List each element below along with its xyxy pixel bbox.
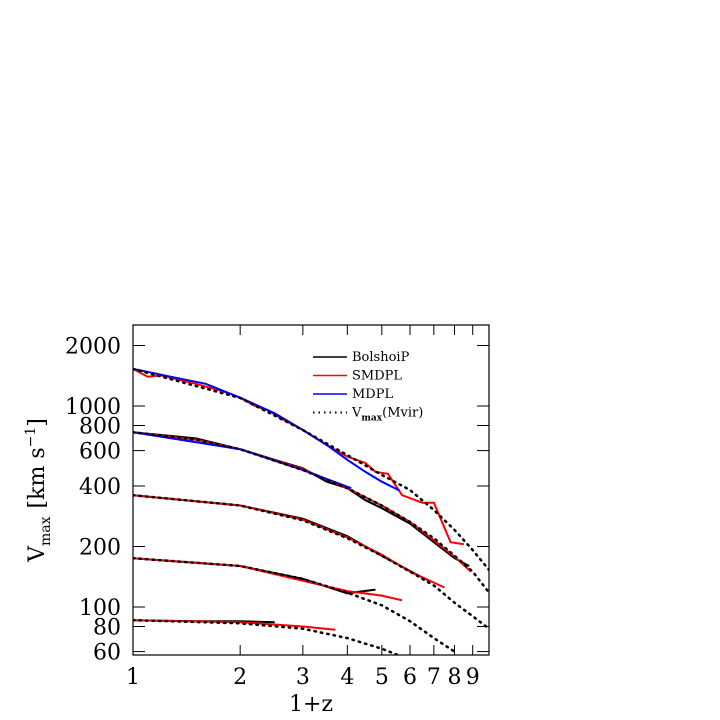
y-tick-label: 400: [79, 475, 121, 500]
series-line: [133, 557, 403, 602]
legend-label: BolshoiP: [352, 350, 410, 365]
x-tick-label: 8: [448, 665, 462, 690]
x-tick-label: 3: [296, 665, 310, 690]
series-line: [133, 367, 489, 572]
y-tick-label: 60: [93, 641, 121, 666]
legend-rest: (Mvir): [382, 406, 423, 421]
legend-label: Vmax(Mvir): [351, 406, 423, 424]
y-label-symbol: V: [25, 545, 50, 563]
legend-symbol: V: [351, 406, 362, 421]
plot-lines: [133, 367, 489, 655]
y-label-sub: max: [38, 516, 54, 546]
series-line: [133, 619, 336, 631]
x-tick-label: 9: [466, 665, 480, 690]
y-tick-label: 80: [93, 615, 121, 640]
y-label-unit: [km s: [25, 447, 50, 508]
legend-label: SMDPL: [352, 369, 402, 384]
x-tick-label: 5: [375, 665, 389, 690]
y-tick-label: 200: [79, 535, 121, 560]
x-axis-label: 1+z: [289, 692, 333, 717]
y-label-sup: −1: [23, 427, 39, 448]
y-tick-label: 1000: [65, 395, 121, 420]
x-tick-label: 7: [427, 665, 441, 690]
y-tick-label: 600: [79, 440, 121, 465]
y-tick-label: 2000: [65, 335, 121, 360]
series-line: [133, 494, 445, 589]
legend-label: MDPL: [352, 387, 393, 402]
x-tick-label: 4: [340, 665, 354, 690]
y-tick-label: 800: [79, 414, 121, 439]
legend-sub: max: [361, 414, 382, 424]
x-tick-label: 2: [233, 665, 247, 690]
series-line: [133, 618, 398, 655]
x-tick-label: 6: [403, 665, 417, 690]
plot-frame: [132, 324, 490, 656]
y-label-close: ]: [25, 418, 50, 427]
series-line: [133, 493, 489, 630]
y-tick-label: 100: [79, 596, 121, 621]
series-line: [133, 556, 456, 653]
y-axis-label: Vmax [km s−1]: [23, 418, 54, 563]
x-tick-label: 1: [126, 665, 140, 690]
series-line: [133, 431, 489, 594]
series-line: [133, 557, 376, 595]
